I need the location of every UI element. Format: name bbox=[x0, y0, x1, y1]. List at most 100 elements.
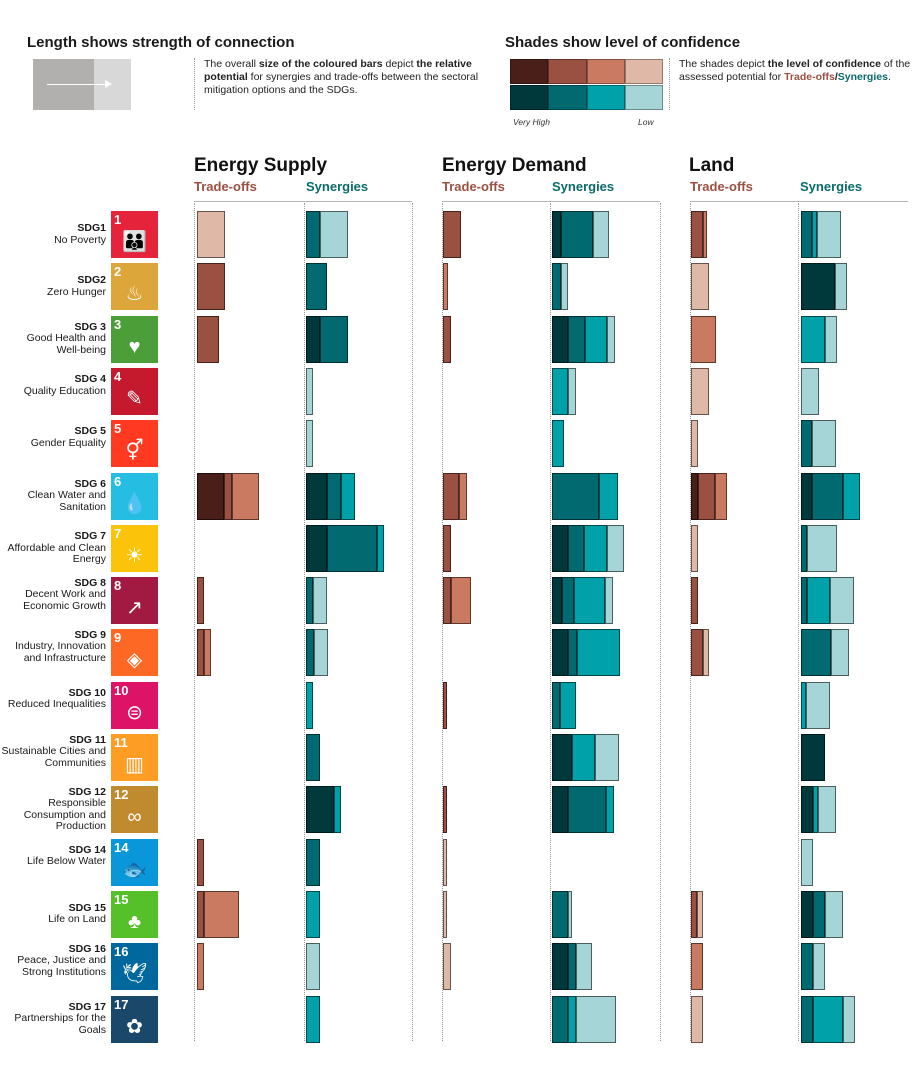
column-divider bbox=[304, 203, 305, 1041]
sdg-number-label: SDG1 bbox=[77, 222, 106, 234]
sdg-name-label: Responsible Consumption and Production bbox=[23, 797, 106, 833]
bar-segment bbox=[801, 263, 835, 311]
synergy-shade-swatch bbox=[586, 85, 625, 110]
bar-segment bbox=[606, 786, 614, 834]
bar-segment bbox=[552, 943, 568, 991]
bar-segment bbox=[568, 367, 576, 415]
energy-supply-tradeoffs-header: Trade-offs bbox=[194, 179, 257, 194]
bar-segment bbox=[813, 890, 825, 938]
bar-segment bbox=[443, 838, 447, 886]
confidence-shade-grid bbox=[510, 59, 663, 110]
bar-segment bbox=[697, 890, 703, 938]
sdg-icon-glyph: ∞ bbox=[127, 806, 142, 829]
sdg-row-label: SDG 14 Life Below Water bbox=[0, 843, 106, 868]
bar-segment bbox=[568, 629, 577, 677]
sdg-icon-glyph: ⊜ bbox=[126, 701, 143, 724]
bar-segment bbox=[306, 734, 320, 781]
sdg-row-label: SDG 3 Good Health and Well-being bbox=[0, 321, 106, 357]
bar-segment bbox=[691, 577, 698, 625]
bar-segment bbox=[801, 472, 812, 520]
column-divider bbox=[412, 203, 413, 1041]
sdg-row-label: SDG 7 Affordable and Clean Energy bbox=[0, 531, 106, 566]
bar-segment bbox=[552, 629, 568, 677]
bar-segment bbox=[306, 472, 327, 520]
bar-segment bbox=[801, 786, 813, 834]
sdg-icon-number: 6 bbox=[114, 473, 122, 489]
bar-segment bbox=[703, 211, 707, 258]
column-divider bbox=[660, 203, 661, 1041]
bar-segment bbox=[830, 577, 854, 625]
bar-segment bbox=[813, 943, 825, 991]
sdg-icon-glyph: ♥ bbox=[128, 335, 141, 358]
growth-chart-icon: 8 ↗ bbox=[111, 577, 158, 625]
sdg-name-label: Sustainable Cities and Communities bbox=[1, 745, 106, 769]
bar-segment bbox=[197, 838, 204, 886]
bar-segment bbox=[552, 263, 561, 311]
bar-segment bbox=[306, 577, 313, 625]
sdg-icon-glyph: 🕊 bbox=[121, 963, 148, 986]
sdg-number-label: SDG 14 bbox=[68, 843, 106, 856]
tradeoff-shade-swatch bbox=[586, 59, 625, 84]
sdg-row-label: SDG2 Zero Hunger bbox=[0, 275, 106, 298]
bar-segment bbox=[576, 995, 616, 1043]
bar-segment bbox=[552, 577, 562, 625]
bar-segment bbox=[831, 629, 849, 677]
sdg-number-label: SDG 16 bbox=[68, 942, 106, 955]
column-divider bbox=[194, 203, 195, 1041]
tree-icon: 15 ♣ bbox=[111, 890, 158, 938]
sdg-row-label: SDG 9 Industry, Innovation and Infrastruc… bbox=[0, 629, 106, 665]
bar-segment bbox=[801, 995, 813, 1043]
sdg-icon-number: 3 bbox=[114, 316, 122, 332]
length-legend-bar bbox=[33, 59, 131, 110]
bar-segment bbox=[607, 524, 624, 572]
bar-segment bbox=[443, 681, 447, 729]
energy-demand-synergies-header: Synergies bbox=[552, 179, 615, 194]
bar-segment bbox=[715, 472, 727, 520]
column-divider bbox=[550, 203, 551, 1041]
sdg-name-label: Zero Hunger bbox=[47, 285, 106, 298]
bar-segment bbox=[313, 577, 327, 625]
sdg-name-label: Life Below Water bbox=[27, 855, 106, 868]
water-drop-icon: 6 💧 bbox=[111, 472, 158, 520]
bar-segment bbox=[197, 472, 224, 520]
sdg-icon-number: 5 bbox=[114, 421, 122, 437]
heartbeat-icon: 3 ♥ bbox=[111, 315, 158, 363]
bar-segment bbox=[306, 838, 320, 886]
tradeoff-shade-swatch bbox=[548, 59, 587, 84]
sdg-name-label: Life on Land bbox=[48, 913, 106, 926]
bar-segment bbox=[443, 263, 448, 311]
sdg-number-label: SDG 6 bbox=[74, 477, 106, 490]
bar-segment bbox=[568, 524, 584, 572]
bar-segment bbox=[306, 315, 320, 363]
header-rule bbox=[194, 201, 412, 202]
bar-segment bbox=[691, 315, 716, 363]
bar-segment bbox=[593, 211, 609, 258]
bar-segment bbox=[306, 263, 327, 311]
bar-segment bbox=[560, 681, 576, 729]
bar-segment bbox=[552, 315, 568, 363]
bar-segment bbox=[224, 472, 232, 520]
sdg-name-label: Clean Water and Sanitation bbox=[27, 489, 106, 513]
synergy-shade-swatch bbox=[624, 85, 663, 110]
bar-segment bbox=[306, 367, 313, 415]
tradeoff-shade-swatch bbox=[624, 59, 663, 84]
tradeoff-shade-swatch bbox=[510, 59, 549, 84]
sdg-number-label: SDG 7 bbox=[74, 530, 106, 543]
bar-segment bbox=[334, 786, 341, 834]
sdg-icon-number: 4 bbox=[114, 368, 122, 384]
bar-segment bbox=[691, 943, 703, 991]
bar-segment bbox=[443, 315, 451, 363]
bar-segment bbox=[817, 211, 841, 258]
bar-segment bbox=[306, 786, 334, 834]
bar-segment bbox=[552, 524, 568, 572]
bar-segment bbox=[801, 367, 819, 415]
sdg-row-label: SDG 5 Gender Equality bbox=[0, 426, 106, 449]
bar-segment bbox=[320, 211, 348, 258]
sdg-name-label: Partnerships for the Goals bbox=[14, 1012, 106, 1036]
column-divider bbox=[690, 203, 691, 1041]
bar-segment bbox=[320, 315, 348, 363]
sdg-icon-number: 16 bbox=[114, 944, 129, 960]
bar-segment bbox=[605, 577, 613, 625]
bar-segment bbox=[812, 211, 817, 258]
bar-segment bbox=[568, 943, 576, 991]
